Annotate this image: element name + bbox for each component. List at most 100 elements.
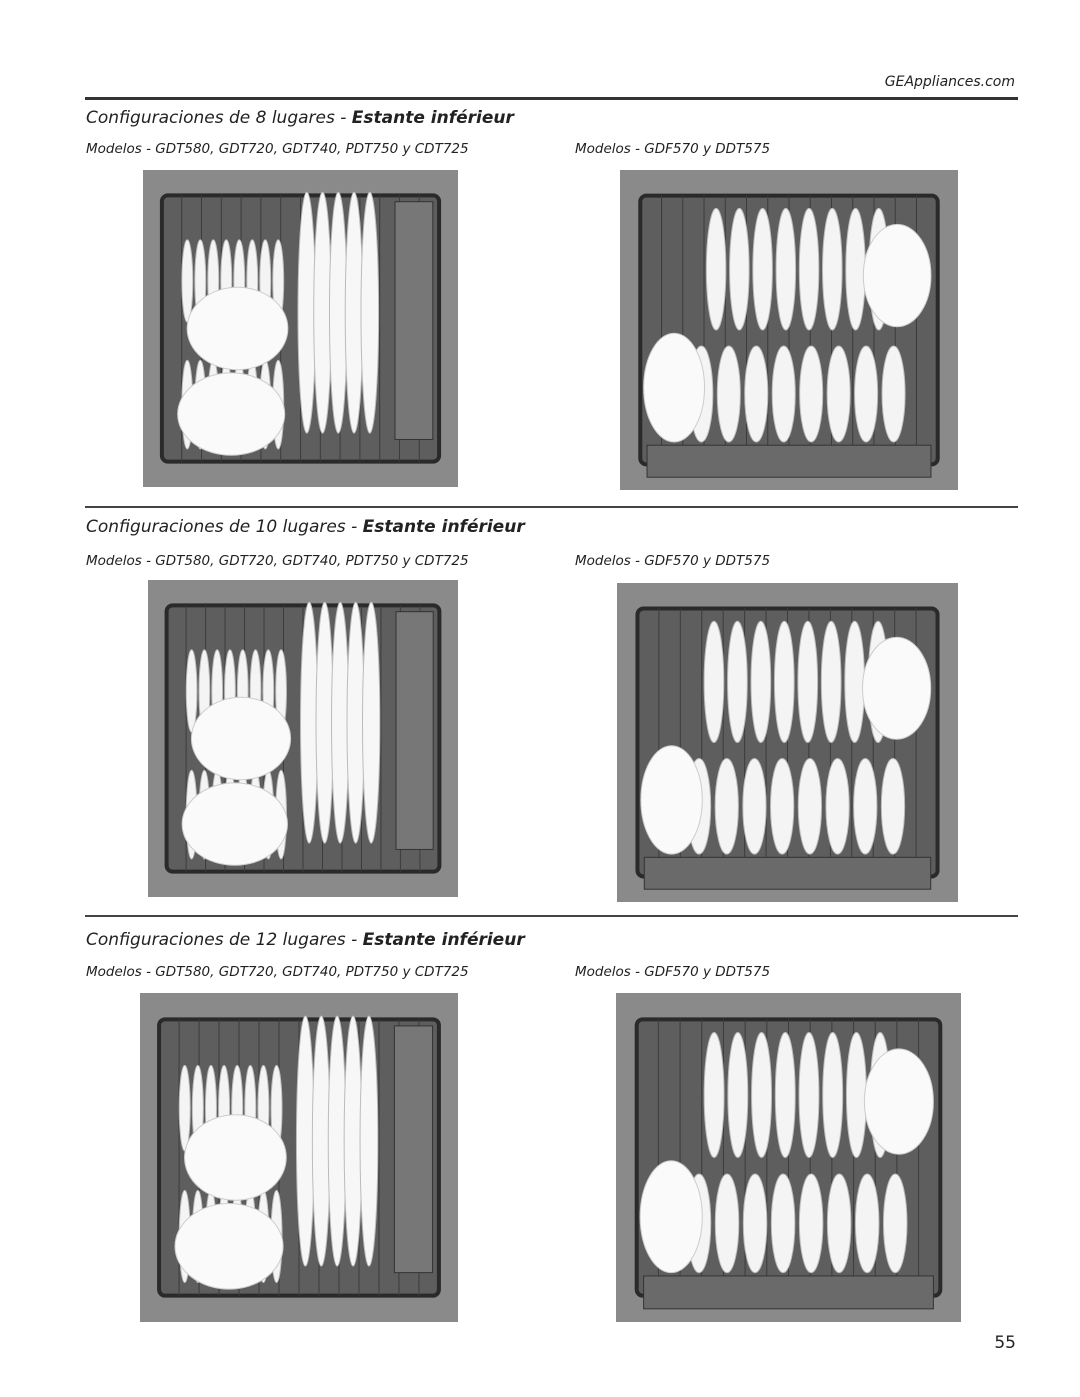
plate <box>359 1015 379 1267</box>
title-bold: Estante inférieur <box>362 930 525 950</box>
bowl <box>863 1048 934 1155</box>
bowl <box>640 745 703 855</box>
photo <box>617 583 958 902</box>
section-title: Configuraciones de 8 lugares - Estante i… <box>86 108 514 128</box>
plate <box>826 1173 852 1274</box>
site-url: GEAppliances.com <box>884 74 1015 90</box>
plate <box>881 345 906 443</box>
plate <box>742 1173 768 1274</box>
header-rule <box>85 97 1018 100</box>
plate <box>751 1031 773 1158</box>
plate <box>343 1015 363 1267</box>
plate <box>331 601 350 844</box>
bowl <box>181 782 289 866</box>
plate <box>727 1031 749 1158</box>
plate <box>185 649 198 733</box>
bowl <box>862 223 932 328</box>
plate <box>360 191 380 434</box>
plate <box>854 1173 880 1274</box>
left-caption: Modelos - GDT580, GDT720, GDT740, PDT750… <box>86 141 469 157</box>
plate <box>327 1015 347 1267</box>
right-caption: Modelos - GDF570 y DDT575 <box>575 964 771 980</box>
plate <box>181 239 194 323</box>
plate <box>178 1064 191 1152</box>
plate <box>797 620 819 743</box>
plate <box>770 1173 796 1274</box>
plate <box>844 620 865 743</box>
plate <box>882 1173 908 1274</box>
bowl <box>643 332 706 443</box>
plate <box>328 191 348 434</box>
plate <box>774 1031 796 1158</box>
plate <box>716 345 741 443</box>
left-caption: Modelos - GDT580, GDT720, GDT740, PDT750… <box>86 964 469 980</box>
section-title: Configuraciones de 12 lugares - Estante … <box>86 930 525 950</box>
title-text: Configuraciones de 8 lugares - <box>86 108 352 128</box>
plate <box>822 207 843 331</box>
bowl <box>862 636 932 740</box>
photo <box>616 993 961 1322</box>
bowl <box>177 372 286 456</box>
plate <box>750 620 772 743</box>
silverware-basket <box>643 856 932 890</box>
plate <box>822 1031 844 1158</box>
plate <box>798 207 820 331</box>
bowl <box>186 286 289 371</box>
bowl <box>184 1114 287 1201</box>
plate <box>729 207 750 331</box>
plate <box>703 620 725 743</box>
title-text: Configuraciones de 10 lugares - <box>86 517 363 537</box>
plate <box>752 207 773 331</box>
plate <box>798 1173 824 1274</box>
plate <box>825 757 850 855</box>
plate <box>315 601 334 844</box>
plate <box>770 757 795 855</box>
plate <box>798 1031 820 1158</box>
bowl <box>190 696 292 781</box>
plate <box>362 601 381 844</box>
plate <box>297 191 317 434</box>
photo <box>620 170 958 490</box>
plate <box>311 1015 331 1267</box>
bowl <box>174 1203 284 1290</box>
right-caption: Modelos - GDF570 y DDT575 <box>575 553 771 569</box>
plate <box>775 207 797 331</box>
plate <box>845 1031 867 1158</box>
plate <box>744 345 769 443</box>
silverware-basket <box>643 1275 934 1310</box>
silverware-basket <box>394 201 434 440</box>
plate <box>845 207 866 331</box>
plate <box>344 191 364 434</box>
plate <box>714 757 739 855</box>
section-rule <box>85 915 1018 917</box>
plate <box>346 601 365 844</box>
bowl <box>639 1160 703 1274</box>
title-bold: Estante inférieur <box>351 108 514 128</box>
plate <box>714 1173 740 1274</box>
plate <box>742 757 767 855</box>
title-bold: Estante inférieur <box>362 517 525 537</box>
plate <box>295 1015 315 1267</box>
section-rule <box>85 506 1018 508</box>
silverware-basket <box>393 1025 434 1274</box>
left-caption: Modelos - GDT580, GDT720, GDT740, PDT750… <box>86 553 469 569</box>
photo <box>140 993 458 1322</box>
page-number: 55 <box>994 1333 1016 1353</box>
plate <box>880 757 906 855</box>
plate <box>854 345 879 443</box>
plate <box>313 191 332 434</box>
plate <box>705 207 727 331</box>
plate <box>853 757 878 855</box>
plate <box>300 601 319 844</box>
photo <box>143 170 458 487</box>
plate <box>799 345 824 443</box>
plate <box>826 345 851 443</box>
plate <box>797 757 823 855</box>
silverware-basket <box>646 444 932 478</box>
plate <box>773 620 795 743</box>
plate <box>727 620 748 743</box>
plate <box>703 1031 725 1158</box>
plate <box>820 620 842 743</box>
silverware-basket <box>395 611 434 850</box>
